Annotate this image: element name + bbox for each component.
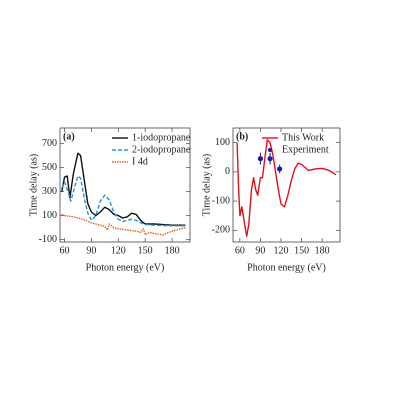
- legend-label: I 4d: [132, 156, 148, 167]
- data-line: [236, 139, 337, 237]
- y-tick-label: -100: [39, 234, 57, 245]
- plot-area: [61, 152, 186, 236]
- x-tick-label: 150: [294, 245, 309, 256]
- y-axis-label: Time delay (as): [28, 154, 39, 216]
- x-tick-label: 90: [255, 245, 265, 256]
- legend-label: This Work: [282, 132, 324, 143]
- y-tick-label: 100: [42, 210, 57, 221]
- x-tick-label: 150: [138, 245, 153, 256]
- data-line: [61, 152, 186, 226]
- x-tick-label: 60: [235, 245, 245, 256]
- y-axis-label: Time delay (as): [201, 154, 212, 216]
- panel-label: (a): [63, 131, 75, 142]
- data-line: [61, 213, 186, 236]
- x-tick-label: 90: [86, 245, 96, 256]
- axis-box: [59, 127, 191, 243]
- x-axis-label: Photon energy (eV): [86, 262, 165, 273]
- data-point: [277, 166, 283, 172]
- panel: 60 90 120 150 180 -200 -100 0 100 (b) Photon energ…: [201, 127, 341, 273]
- y-tick-label: -200: [212, 225, 230, 236]
- data-line: [61, 175, 186, 227]
- y-tick-label: -100: [212, 195, 230, 206]
- legend-marker: [268, 148, 272, 152]
- axis-box: [232, 127, 341, 243]
- y-tick-label: 0: [225, 166, 230, 177]
- legend-label: Experiment: [282, 144, 329, 155]
- x-tick-label: 60: [59, 245, 69, 256]
- y-tick-label: 500: [42, 162, 57, 173]
- panel: 60 90 120 150 180 -100 100 300 500 700 (a) Photon e…: [28, 127, 191, 273]
- data-point: [257, 156, 264, 162]
- y-tick-label: 300: [42, 186, 57, 197]
- legend-label: 1-iodopropane: [132, 132, 191, 143]
- x-tick-label: 120: [274, 245, 289, 256]
- x-tick-label: 120: [111, 245, 126, 256]
- panel-label: (b): [236, 131, 248, 142]
- y-tick-label: 700: [42, 138, 57, 149]
- data-point: [267, 156, 273, 162]
- x-axis-label: Photon energy (eV): [247, 262, 326, 273]
- y-tick-label: 100: [215, 137, 230, 148]
- plot-area: [236, 139, 337, 237]
- x-tick-label: 180: [315, 245, 330, 256]
- legend-label: 2-iodopropane: [132, 144, 191, 155]
- x-tick-label: 180: [165, 245, 180, 256]
